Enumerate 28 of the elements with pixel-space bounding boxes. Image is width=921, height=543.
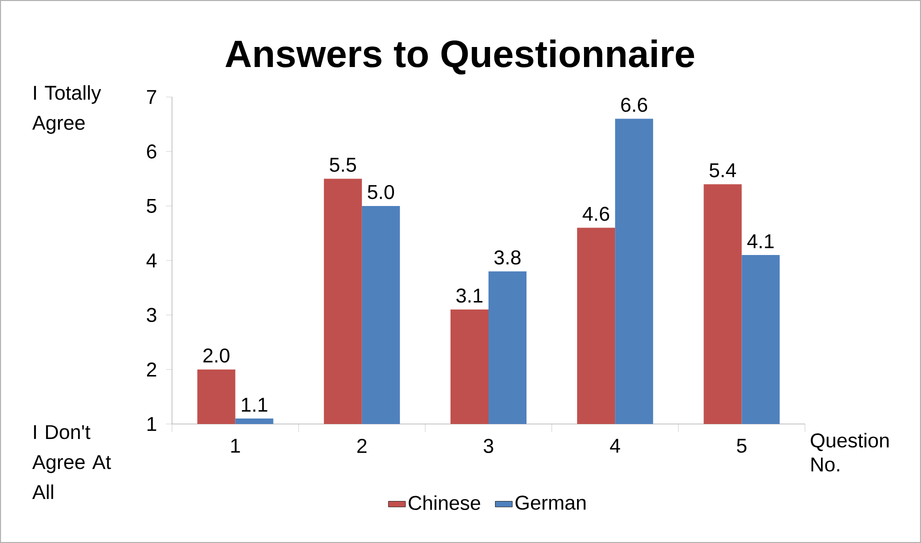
x-tick-label: 5 [736,438,746,453]
y-tick-label: 3 [146,308,156,322]
data-label: 4.6 [582,206,610,221]
y-tick-label: 6 [147,144,156,159]
x-tick-label: 3 [484,438,494,454]
data-label: 1.1 [242,398,268,412]
x-tick-label: 4 [610,438,620,453]
data-label: 6.6 [621,98,648,112]
chart-title: Answers to Questionnaire [226,39,694,74]
text: I Totally Agree [32,85,102,134]
data-label: 4.1 [747,234,774,248]
y-tick-label: 1 [148,417,156,431]
legend-label: Chinese [408,495,480,510]
x-tick-label: 2 [357,438,366,453]
data-label: 5.5 [330,158,356,172]
y-tick-label: 4 [146,254,157,268]
y-tick-label: 5 [146,199,156,213]
data-label: 5.4 [710,163,736,178]
legend-label: German [516,496,586,510]
data-label: 2.0 [203,348,230,363]
data-label: 3.8 [494,250,521,265]
y-tick-label: 2 [147,362,156,376]
data-label: 5.0 [368,184,394,200]
data-label: 3.1 [456,288,482,303]
x-axis-title: Question No. [810,432,889,472]
y-tick-label: 7 [147,90,156,104]
text: I Don't Agree At All [32,425,111,499]
x-tick-label: 1 [231,438,240,453]
